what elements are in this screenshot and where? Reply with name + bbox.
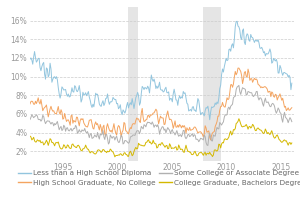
Bar [128,7,138,161]
Bar [203,7,221,161]
Legend: Less than a High School Diploma, High School Graduate, No College, Some College : Less than a High School Diploma, High Sc… [15,167,300,189]
